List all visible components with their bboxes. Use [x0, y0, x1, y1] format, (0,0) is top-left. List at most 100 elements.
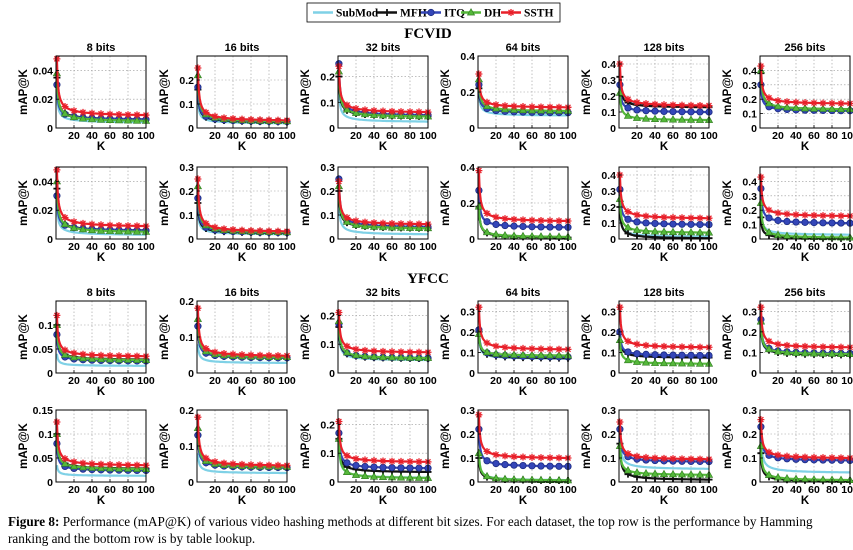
star-marker — [343, 342, 351, 350]
star-marker — [475, 70, 483, 78]
x-axis-label: K — [801, 386, 810, 398]
star-marker — [642, 100, 650, 108]
x-tick-label: 40 — [227, 130, 239, 142]
circle-marker — [352, 461, 360, 470]
x-tick-label: 100 — [278, 130, 296, 142]
star-marker — [765, 94, 773, 102]
y-axis-label: mAP@K — [18, 422, 30, 468]
star-marker — [220, 349, 228, 357]
series-line — [759, 419, 850, 460]
triangle-marker — [60, 350, 70, 358]
y-axis-label: mAP@K — [300, 313, 312, 359]
series-submod — [618, 433, 709, 470]
x-tick-label: 20 — [631, 130, 643, 142]
series-line — [337, 181, 428, 226]
star-marker — [53, 55, 61, 63]
star-marker — [492, 342, 500, 350]
legend-label: SubMod — [336, 8, 379, 20]
y-axis-label: mAP@K — [159, 68, 171, 114]
circle-marker — [678, 108, 686, 116]
triangle-marker — [809, 104, 819, 112]
star-marker — [651, 342, 659, 350]
series-ssth — [194, 64, 291, 124]
x-tick-label: 60 — [386, 375, 398, 387]
circle-marker — [415, 464, 423, 472]
y-tick-label: 0 — [329, 123, 335, 135]
star-marker — [660, 213, 668, 221]
series-dh — [615, 88, 714, 123]
chart-title: 128 bits — [644, 287, 685, 299]
y-tick-label: 0.1 — [742, 220, 757, 232]
circle-marker — [555, 462, 563, 470]
series-ssth — [757, 173, 853, 220]
x-tick-label: 20 — [631, 241, 643, 253]
star-marker — [510, 215, 518, 223]
circle-marker — [624, 215, 632, 223]
triangle-marker — [342, 217, 352, 225]
triangle-marker — [650, 358, 660, 366]
star-marker — [651, 213, 659, 221]
circle-marker — [406, 464, 414, 472]
series-ssth — [475, 411, 572, 462]
x-tick-label: 60 — [667, 241, 679, 253]
y-tick-label: 0.05 — [33, 453, 54, 465]
star-marker — [642, 341, 650, 349]
plot-frame — [618, 409, 710, 483]
x-tick-label: 80 — [263, 375, 275, 387]
star-marker — [379, 347, 387, 355]
series-line — [618, 63, 709, 107]
x-tick-label: 40 — [649, 241, 661, 253]
star-marker — [370, 219, 378, 227]
y-tick-label: 0 — [751, 123, 757, 135]
y-tick-label: 0 — [188, 123, 194, 135]
x-tick-label: 20 — [350, 130, 362, 142]
series-line — [618, 421, 709, 461]
triangle-marker — [668, 227, 678, 235]
x-tick-label: 60 — [245, 484, 257, 496]
y-axis-label: mAP@K — [159, 313, 171, 359]
star-marker — [247, 351, 255, 359]
star-marker — [194, 304, 202, 312]
y-tick-label: 0.1 — [601, 347, 616, 359]
circle-marker — [370, 463, 378, 471]
star-marker — [79, 219, 87, 227]
y-axis-label: mAP@K — [300, 179, 312, 225]
star-marker — [810, 453, 818, 461]
triangle-marker — [132, 116, 142, 124]
triangle-marker — [632, 225, 642, 233]
chart-title: 16 bits — [225, 42, 260, 54]
x-tick-label: 60 — [808, 241, 820, 253]
star-marker — [238, 351, 246, 359]
triangle-marker — [414, 111, 424, 120]
plot-frame — [759, 300, 851, 374]
star-marker — [528, 216, 536, 224]
legend-label: SSTH — [524, 8, 553, 20]
x-tick-label: 40 — [649, 375, 661, 387]
star-marker — [70, 218, 78, 226]
star-marker — [828, 343, 836, 351]
series-line — [337, 421, 428, 463]
star-marker — [124, 461, 132, 469]
star-marker — [406, 108, 414, 116]
star-marker — [220, 459, 228, 467]
star-marker — [397, 108, 405, 116]
series-line — [759, 433, 850, 474]
star-marker — [70, 349, 78, 357]
x-tick-label: 80 — [404, 375, 416, 387]
chart-title: 128 bits — [644, 42, 685, 54]
plot-frame — [477, 55, 569, 129]
triangle-marker — [536, 475, 546, 483]
series-line — [55, 421, 146, 467]
x-tick-label: 80 — [544, 484, 556, 496]
star-marker — [352, 105, 360, 113]
y-tick-label: 0.15 — [33, 405, 54, 417]
series-itq — [757, 185, 853, 227]
y-tick-label: 0 — [469, 368, 475, 380]
circle-marker — [687, 108, 695, 116]
triangle-marker — [482, 347, 492, 356]
plot-frame — [337, 409, 429, 483]
